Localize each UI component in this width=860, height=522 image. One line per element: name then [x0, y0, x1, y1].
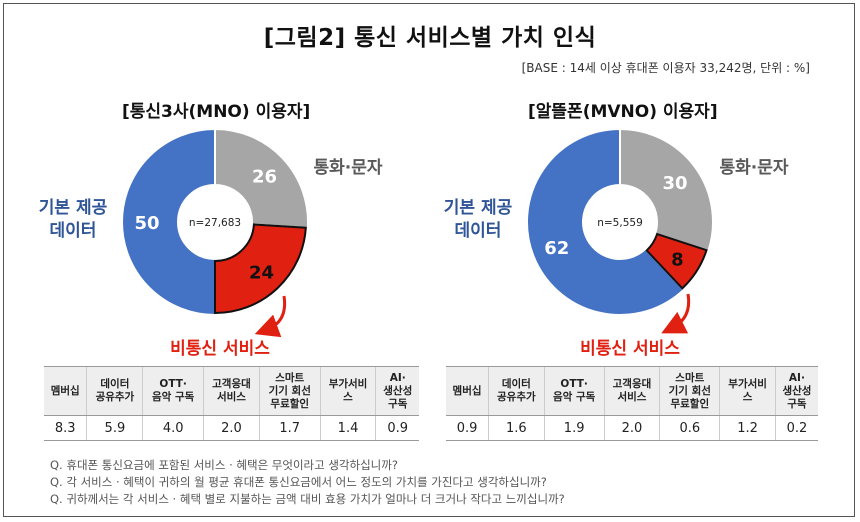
table-header-cell: 스마트 기기 회선 무료할인 [258, 366, 321, 416]
data-slice [526, 127, 686, 316]
mvno-service-table: 멤버십 데이터 공유추가 OTT· 음악 구독 고객응대 서비스 스마트 기기 회선 무료할인 부가… [446, 366, 818, 441]
table-header-row: 멤버십 데이터 공유추가 OTT· 음악 구독 고객응대 서비스 스마트 기기 회선 무료할인 부가… [44, 366, 419, 416]
question-3: Q. 귀하께서는 각 서비스 · 혜택 별로 지불하는 금액 대비 효용 가치가… [50, 492, 565, 506]
mvno-data-label-line2: 데이터 [455, 221, 502, 241]
mno-service-table: 멤버십 데이터 공유추가 OTT· 음악 구독 고객응대 서비스 스마트 기기 회선 무료할인 부가… [44, 366, 419, 441]
non-telecom-slice [645, 232, 708, 290]
table-value-cell: 1.7 [258, 415, 321, 441]
table-header-cell: AI· 생산성 구독 [774, 366, 818, 416]
table-value-cell: 1.9 [543, 415, 605, 441]
table-header-cell: OTT· 음악 구독 [142, 366, 204, 416]
sample-size-label: n=5,559 [597, 217, 643, 229]
data-value-label: 50 [134, 213, 159, 234]
table-header-cell: AI· 생산성 구독 [375, 366, 419, 416]
table-value-cell: 2.0 [603, 415, 660, 441]
table-value-cell: 8.3 [44, 415, 87, 441]
mno-data-label-line2: 데이터 [50, 221, 97, 241]
mvno-call-label: 통화·문자 [719, 158, 788, 178]
call-value-label: 30 [662, 173, 687, 194]
table-header-cell: 데이터 공유추가 [488, 366, 545, 416]
mno-arrow [254, 295, 287, 338]
table-value-cell: 4.0 [142, 415, 204, 441]
mvno-data-label-line1: 기본 제공 [444, 198, 513, 218]
figure-frame [3, 3, 855, 517]
table-value-cell: 0.6 [659, 415, 720, 441]
mvno-non-telecom-label: 비통신 서비스 [580, 339, 680, 359]
table-value-cell: 0.2 [774, 415, 818, 441]
non-telecom-value-label: 8 [671, 249, 684, 270]
table-value-cell: 0.9 [446, 415, 489, 441]
question-2: Q. 각 서비스 · 혜택이 귀하의 월 평균 휴대폰 통신요금에서 어느 정도… [50, 475, 547, 489]
sample-size-label: n=27,683 [189, 217, 241, 229]
mvno-arrow [661, 293, 691, 334]
table-value-cell: 2.0 [202, 415, 260, 441]
data-slice [121, 127, 216, 317]
table-header-cell: 부가서비 스 [319, 366, 376, 416]
table-header-cell: 고객응대 서비스 [603, 366, 660, 416]
mno-data-label-line1: 기본 제공 [39, 198, 108, 218]
table-header-cell: 부가서비 스 [719, 366, 776, 416]
table-value-row: 0.9 1.6 1.9 2.0 0.6 1.2 0.2 [446, 415, 818, 441]
survey-questions: Q. 휴대폰 통신요금에 포함된 서비스 · 혜택은 무엇이라고 생각하십니까?… [50, 457, 565, 508]
table-header-row: 멤버십 데이터 공유추가 OTT· 음악 구독 고객응대 서비스 스마트 기기 회선 무료할인 부가… [446, 366, 818, 416]
call-value-label: 26 [252, 166, 277, 187]
mno-call-label: 통화·문자 [313, 158, 382, 178]
table-value-cell: 1.4 [319, 415, 376, 441]
mno-donut: 26 24 50 n=27,683 [121, 127, 309, 317]
mno-panel-title: [통신3사(MNO) 이용자] [122, 102, 311, 122]
table-value-cell: 0.9 [375, 415, 419, 441]
table-header-cell: OTT· 음악 구독 [543, 366, 605, 416]
mno-non-telecom-label: 비통신 서비스 [170, 339, 270, 359]
table-value-cell: 1.2 [719, 415, 776, 441]
table-header-cell: 멤버십 [44, 366, 87, 416]
table-value-row: 8.3 5.9 4.0 2.0 1.7 1.4 0.9 [44, 415, 419, 441]
table-header-cell: 스마트 기기 회선 무료할인 [659, 366, 720, 416]
mvno-panel-title: [알뜰폰(MVNO) 이용자] [528, 102, 718, 122]
table-header-cell: 고객응대 서비스 [202, 366, 260, 416]
base-note: [BASE : 14세 이상 휴대폰 이용자 33,242명, 단위 : %] [521, 61, 810, 75]
call-slice [619, 127, 714, 252]
table-header-cell: 데이터 공유추가 [86, 366, 143, 416]
table-value-cell: 1.6 [488, 415, 545, 441]
call-slice [214, 127, 309, 229]
table-value-cell: 5.9 [86, 415, 143, 441]
non-telecom-value-label: 24 [249, 263, 274, 284]
mvno-donut: 30 8 62 n=5,559 [526, 127, 714, 316]
figure-title: [그림2] 통신 서비스별 가치 인식 [263, 25, 597, 51]
data-value-label: 62 [544, 238, 569, 259]
non-telecom-slice [214, 223, 307, 315]
question-1: Q. 휴대폰 통신요금에 포함된 서비스 · 혜택은 무엇이라고 생각하십니까? [50, 458, 398, 472]
table-header-cell: 멤버십 [446, 366, 489, 416]
